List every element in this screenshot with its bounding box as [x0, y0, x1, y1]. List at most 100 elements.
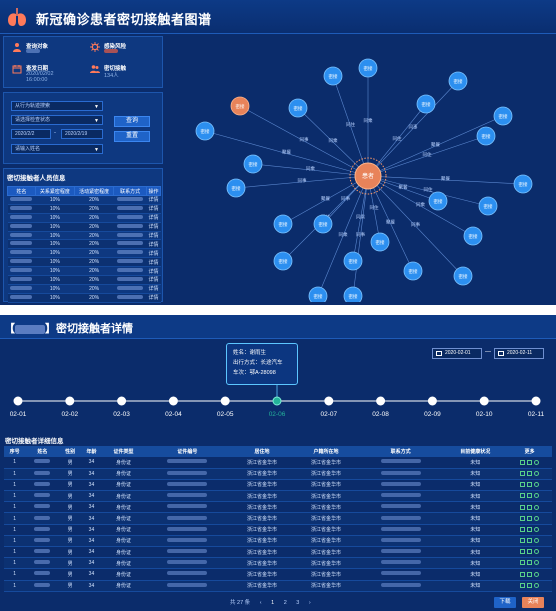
table-cell: 34 — [80, 468, 103, 480]
graph-edge-label: 同事 — [411, 221, 420, 228]
date-from-picker[interactable]: 2020-02-01 — [432, 348, 482, 359]
prev-page-button[interactable]: ‹ — [259, 600, 262, 606]
share-icon[interactable] — [534, 538, 540, 544]
timeline-date-label: 02-01 — [10, 411, 27, 418]
next-page-button[interactable]: › — [308, 600, 311, 606]
table-cell: 1 — [4, 479, 26, 492]
share-icon[interactable] — [534, 526, 540, 532]
detail-link[interactable]: 详情 — [146, 266, 161, 277]
view-icon[interactable] — [520, 549, 526, 555]
share-icon[interactable] — [534, 571, 540, 577]
view-icon[interactable] — [520, 515, 526, 521]
query-button[interactable]: 查询 — [114, 116, 150, 127]
detail-link[interactable]: 详情 — [146, 213, 161, 223]
share-icon[interactable] — [534, 549, 540, 555]
edit-icon[interactable] — [527, 538, 533, 544]
share-icon[interactable] — [534, 582, 540, 588]
share-icon[interactable] — [534, 515, 540, 521]
status-select[interactable]: 请选择检查状态 ▼ — [11, 115, 103, 125]
share-icon[interactable] — [534, 459, 540, 465]
edit-icon[interactable] — [527, 515, 533, 521]
top-header: 新冠确诊患者密切接触者图谱 — [0, 0, 556, 34]
edit-icon[interactable] — [527, 549, 533, 555]
table-cell: 男 — [59, 512, 81, 525]
contacts-table-panel: 密切接触者人员信息 姓名 关系紧密程度 活动紧密程度 联系方式 操作 10% 20… — [3, 168, 163, 303]
table-cell — [7, 266, 36, 277]
date-start-input[interactable]: 2020/2/2 — [11, 129, 51, 139]
view-icon[interactable] — [520, 482, 526, 488]
view-icon[interactable] — [520, 470, 526, 476]
download-button[interactable]: 下载 — [494, 597, 516, 608]
edit-icon[interactable] — [527, 482, 533, 488]
table-cell: 10% — [35, 266, 75, 277]
table-cell: 20% — [74, 257, 114, 268]
table-cell: 20% — [74, 284, 114, 294]
view-icon[interactable] — [520, 560, 526, 566]
edit-icon[interactable] — [527, 571, 533, 577]
page-2[interactable]: 2 — [283, 600, 287, 606]
date-to-picker[interactable]: 2020-02-11 — [494, 348, 544, 359]
masked-name — [34, 537, 51, 542]
detail-link[interactable]: 详情 — [146, 204, 161, 214]
share-icon[interactable] — [534, 470, 540, 476]
table-cell: 身份证 — [102, 468, 145, 480]
table-cell: 身份证 — [102, 490, 145, 503]
edit-icon[interactable] — [527, 560, 533, 566]
share-icon[interactable] — [534, 560, 540, 566]
graph-center-node — [354, 162, 382, 190]
detail-link[interactable]: 详情 — [146, 195, 161, 205]
table-cell: 34 — [80, 524, 103, 536]
detail-link[interactable]: 详情 — [146, 293, 161, 303]
table-cell: 浙江省金华市 — [294, 535, 358, 548]
graph-node — [416, 94, 436, 114]
edit-icon[interactable] — [527, 526, 533, 532]
page-1[interactable]: 1 — [271, 600, 275, 606]
reset-button[interactable]: 重置 — [114, 131, 150, 142]
name-search-input[interactable]: 请输入姓名 ▼ — [11, 144, 103, 154]
view-icon[interactable] — [520, 571, 526, 577]
view-icon[interactable] — [520, 582, 526, 588]
masked-id-number — [167, 504, 208, 509]
view-icon[interactable] — [520, 526, 526, 532]
detail-link[interactable]: 详情 — [146, 222, 161, 232]
page-3[interactable]: 3 — [296, 600, 300, 606]
close-button[interactable]: 关闭 — [522, 597, 544, 608]
table-cell: 浙江省金华市 — [294, 568, 358, 581]
col-header: 目前健康状况 — [443, 446, 508, 457]
share-icon[interactable] — [534, 482, 540, 488]
edit-icon[interactable] — [527, 470, 533, 476]
graph-node — [230, 96, 250, 116]
detail-link[interactable]: 详情 — [146, 231, 161, 241]
detail-link[interactable]: 详情 — [146, 239, 161, 250]
edit-icon[interactable] — [527, 459, 533, 465]
share-icon[interactable] — [534, 493, 540, 499]
masked-phone — [380, 537, 421, 542]
masked-phone — [380, 504, 421, 509]
table-cell: 浙江省金华市 — [294, 580, 358, 592]
view-icon[interactable] — [520, 538, 526, 544]
table-cell — [507, 512, 552, 525]
detail-link[interactable]: 详情 — [146, 284, 161, 294]
edit-icon[interactable] — [527, 504, 533, 510]
masked-name — [34, 560, 51, 565]
table-cell: 身份证 — [102, 524, 145, 536]
table-cell: 浙江省金华市 — [294, 546, 358, 559]
masked-phone — [380, 470, 421, 475]
graph-node — [273, 251, 293, 271]
masked-phone — [380, 571, 421, 576]
view-icon[interactable] — [520, 459, 526, 465]
trajectory-select[interactable]: 从行为轨迹搜索 ▼ — [11, 101, 103, 111]
view-icon[interactable] — [520, 504, 526, 510]
graph-node-label: 密接 — [482, 133, 491, 140]
timeline-dot — [168, 396, 178, 406]
edit-icon[interactable] — [527, 582, 533, 588]
edit-icon[interactable] — [527, 493, 533, 499]
view-icon[interactable] — [520, 493, 526, 499]
table-cell: 10% — [35, 231, 75, 241]
col-header: 更多 — [507, 446, 552, 457]
detail-link[interactable]: 详情 — [146, 257, 161, 268]
share-icon[interactable] — [534, 504, 540, 510]
detail-link[interactable]: 详情 — [146, 275, 161, 285]
detail-link[interactable]: 详情 — [146, 248, 161, 259]
date-end-input[interactable]: 2020/2/19 — [61, 129, 103, 139]
